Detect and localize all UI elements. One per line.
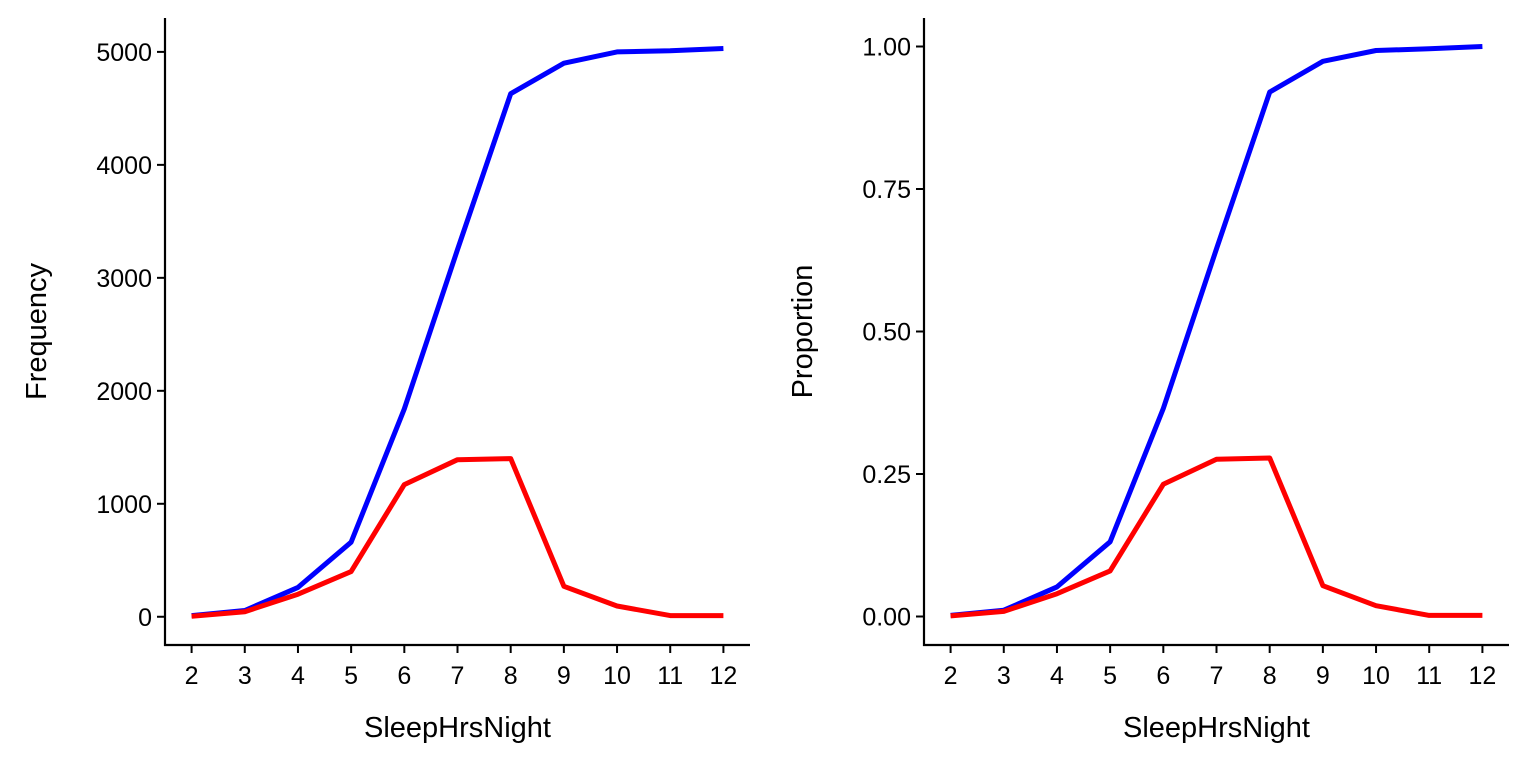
x-tick-label: 12 — [710, 662, 738, 690]
series-line-2 — [950, 455, 1483, 619]
x-tick-label: 7 — [451, 662, 465, 690]
x-tick-label: 9 — [557, 662, 571, 690]
y-tick-label: 0.00 — [862, 604, 911, 632]
x-tick-label: 10 — [1362, 662, 1390, 690]
y-tick-label: 5000 — [96, 39, 152, 67]
y-tick-label: 0.50 — [862, 319, 911, 347]
x-tick-label: 6 — [1156, 662, 1170, 690]
x-axis-title: SleepHrsNight — [364, 712, 551, 744]
y-tick-label: 0 — [138, 604, 152, 632]
x-tick-label: 5 — [344, 662, 358, 690]
x-tick-label: 8 — [1263, 662, 1277, 690]
x-tick-label: 10 — [603, 662, 631, 690]
panel-1: 0 1000 2000 3000 4000 5000 2 3 4 5 6 7 8 9 10 11 12 Sleep… — [21, 18, 750, 744]
y-tick-label: 0.25 — [862, 461, 911, 489]
y-axis-title: Frequency — [21, 262, 53, 400]
x-tick-label: 2 — [185, 662, 199, 690]
y-tick-label: 2000 — [96, 378, 152, 406]
x-tick-label: 8 — [504, 662, 518, 690]
x-tick-label: 7 — [1210, 662, 1224, 690]
x-tick-label: 6 — [397, 662, 411, 690]
x-tick-label: 3 — [997, 662, 1011, 690]
x-tick-label: 4 — [1050, 662, 1064, 690]
x-tick-label: 4 — [291, 662, 305, 690]
y-tick-label: 1000 — [96, 491, 152, 519]
x-tick-label: 9 — [1316, 662, 1330, 690]
x-tick-label: 5 — [1103, 662, 1117, 690]
x-tick-label: 11 — [1416, 662, 1442, 690]
x-tick-label: 11 — [657, 662, 683, 690]
panel-2: 0.00 0.25 0.50 0.75 1.00 2 3 4 5 6 7 8 9 10 11 12 SleepH… — [787, 18, 1509, 744]
series-line-1 — [950, 44, 1483, 618]
y-tick-label: 1.00 — [862, 34, 911, 62]
y-tick-label: 0.75 — [862, 176, 911, 204]
x-tick-label: 3 — [238, 662, 252, 690]
y-tick-label: 3000 — [96, 265, 152, 293]
y-tick-label: 4000 — [96, 152, 152, 180]
y-axis-title: Proportion — [787, 265, 819, 399]
series-line-2 — [191, 456, 724, 619]
series-line-1 — [191, 46, 724, 619]
x-tick-label: 12 — [1469, 662, 1497, 690]
x-tick-label: 2 — [944, 662, 958, 690]
x-axis-title: SleepHrsNight — [1123, 712, 1310, 744]
